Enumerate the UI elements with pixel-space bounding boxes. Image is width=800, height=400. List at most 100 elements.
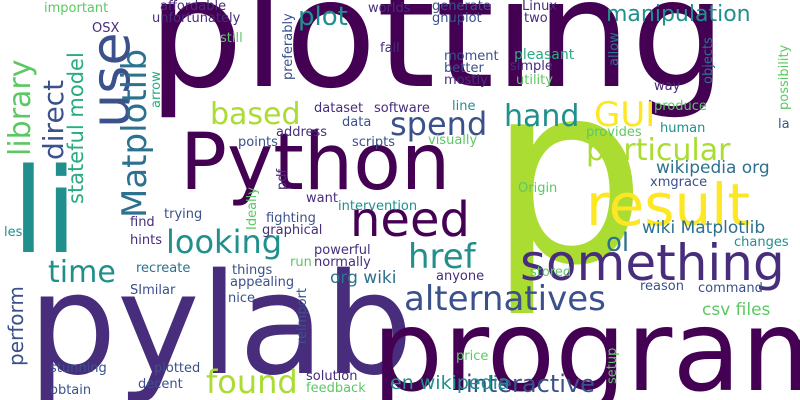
word-arrow: arrow: [149, 71, 164, 108]
word-manipulation: manipulation: [606, 2, 751, 27]
word-changes: changes: [734, 235, 789, 250]
word-alternatives: alternatives: [404, 279, 606, 319]
word-ideally: Ideally: [245, 187, 260, 230]
word-line: line: [452, 99, 476, 114]
word-stunning: stunning: [50, 361, 107, 376]
word-linux: Linux: [522, 0, 558, 14]
word-osx: OSX: [92, 21, 120, 36]
word-visually: visually: [428, 133, 478, 148]
word-feedback: feedback: [306, 381, 366, 396]
word-human: human: [660, 121, 706, 136]
word-address: address: [276, 125, 328, 140]
word-anyone: anyone: [436, 269, 485, 284]
word-run: run: [290, 255, 312, 270]
word-graphical: graphical: [262, 223, 323, 238]
word-xmgrace: xmgrace: [650, 175, 708, 190]
word-p: p: [488, 29, 647, 320]
word-obtain: obtain: [50, 383, 92, 398]
word-appealing: appealing: [230, 275, 295, 290]
word-data: data: [342, 115, 372, 130]
word-worlds: worlds: [368, 1, 411, 16]
word-similar: SImilar: [130, 283, 176, 298]
word-less: less: [4, 225, 30, 240]
word-result: result: [586, 171, 751, 239]
word-en-wikipedia: en wikipedia: [390, 372, 510, 394]
word-command: command: [698, 281, 763, 296]
word-library: library: [3, 59, 38, 156]
word-produce: produce: [654, 99, 707, 114]
word-pylab: pylab: [28, 244, 414, 400]
word-something: something: [520, 234, 785, 292]
word-plotting: plotting: [148, 0, 727, 122]
word-utility: utility: [516, 73, 553, 88]
word-find: find: [130, 215, 155, 230]
word-provides: provides: [586, 125, 642, 140]
word-intervention: intervention: [338, 199, 418, 214]
word-normally: normally: [314, 255, 371, 270]
word-reason: reason: [640, 279, 684, 294]
word-found: found: [206, 363, 298, 400]
word-points: points: [238, 135, 278, 150]
word-stored: stored: [530, 265, 572, 280]
word-wiki-matplotlib: wiki Matplotlib: [642, 218, 766, 238]
word-price: price: [456, 349, 489, 364]
word-objects: objects: [701, 37, 716, 84]
word-setup: setup: [605, 347, 620, 384]
word-nice: nice: [228, 291, 255, 306]
word-program: program: [372, 287, 800, 400]
word-preferably: preferably: [281, 13, 296, 80]
word-reimport: reimport: [295, 288, 310, 344]
word-href: href: [408, 237, 476, 277]
word-simple: simple: [510, 59, 553, 74]
word-looking: looking: [166, 223, 283, 261]
word-matplotlib: Matplotlib: [115, 48, 155, 218]
word-dataset: dataset: [314, 101, 364, 116]
word-python: Python: [180, 118, 451, 208]
word-affordable: affordable: [160, 0, 227, 14]
word-hand: hand: [504, 99, 580, 134]
word-mostly: mostly: [444, 73, 488, 88]
word-based: based: [210, 97, 301, 132]
word-plotted: plotted: [154, 361, 201, 376]
word-pleasant: pleasant: [514, 47, 575, 63]
word-spend: spend: [390, 105, 488, 143]
word-powerful: powerful: [314, 243, 371, 258]
word-fail: fail: [380, 41, 400, 56]
word-wikipedia-org: wikipedia org: [656, 158, 770, 178]
word-two: two: [524, 11, 548, 26]
word-li: li: [12, 142, 78, 280]
word-still: still: [220, 31, 243, 46]
word-want: want: [306, 191, 338, 206]
word-recreate: recreate: [136, 261, 191, 276]
word-moment: moment: [444, 49, 499, 64]
word-possibility: possibility: [777, 44, 792, 110]
word-better: better: [444, 61, 484, 76]
word-generate: generate: [432, 0, 491, 14]
word-interactive: interactive: [466, 370, 595, 398]
word-org-wiki: org wiki: [330, 268, 397, 288]
word-trying: trying: [164, 207, 203, 222]
word-gnuplot: gnuplot: [432, 11, 482, 26]
word-way: way: [654, 79, 681, 94]
word-csv-files: csv files: [702, 300, 771, 320]
word-unfortunately: unfortunately: [152, 11, 241, 26]
word-need: need: [350, 192, 470, 248]
word-gui: GUI: [594, 95, 656, 135]
word-important: important: [44, 1, 109, 16]
word-software: software: [374, 101, 430, 116]
word-origin: Origin: [518, 181, 558, 196]
word-fighting: fighting: [266, 211, 316, 226]
word-stateful-model: stateful model: [64, 52, 88, 204]
word-pdf: pdf: [275, 168, 290, 190]
word-particular: particular: [586, 133, 731, 168]
word-scripts: scripts: [352, 135, 395, 150]
word-time: time: [48, 255, 116, 290]
word-hints: hints: [130, 233, 162, 248]
word-decent: decent: [138, 377, 183, 392]
word-solution: solution: [306, 369, 358, 384]
word-things: things: [232, 263, 273, 278]
word-plot: plot: [298, 2, 348, 32]
word-ol: ol: [606, 228, 630, 258]
word-perform: perform: [4, 286, 28, 366]
